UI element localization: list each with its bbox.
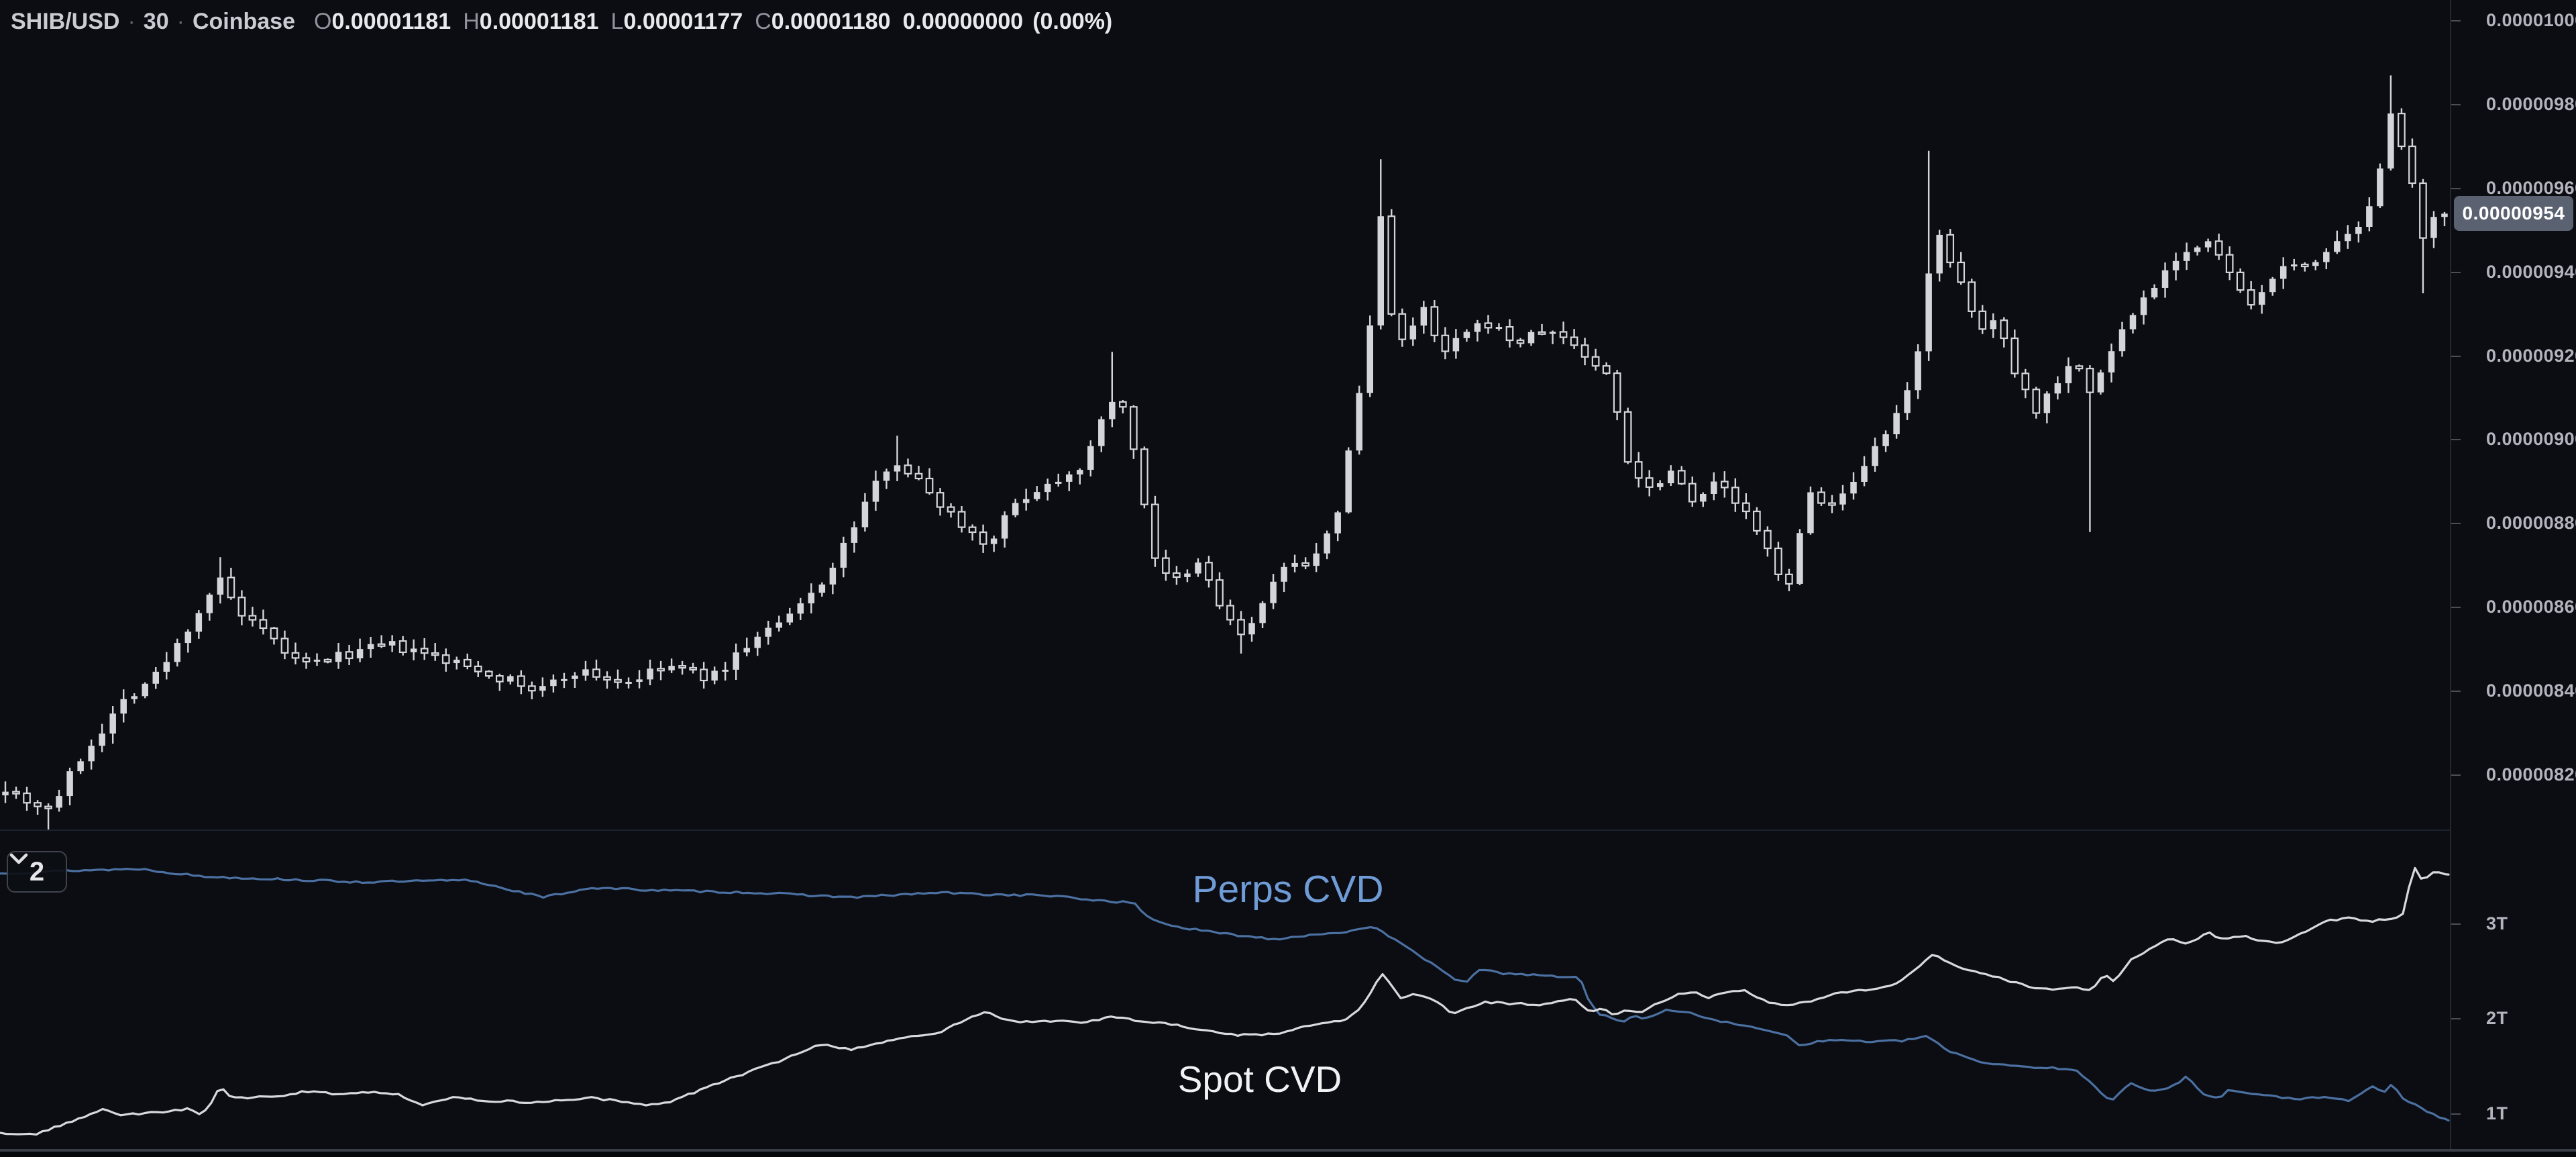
separator-dot: · [127, 8, 136, 34]
cvd-lines-chart[interactable] [0, 831, 2450, 1149]
cvd-axis-tick [2451, 1113, 2461, 1115]
price-axis-tick [2451, 523, 2461, 525]
cvd-axis-label: 1T [2486, 1103, 2508, 1123]
indicator-count: 2 [29, 856, 45, 887]
cvd-axis-tick [2451, 1018, 2461, 1020]
perps-cvd-label: Perps CVD [1192, 868, 1384, 911]
change-value: 0.00000000 [902, 8, 1024, 34]
separator-dot: · [176, 8, 184, 34]
pane-separator[interactable] [0, 829, 2576, 831]
candlestick-chart[interactable] [0, 0, 2450, 829]
price-axis-label: 0.00000860 [2486, 597, 2576, 617]
price-axis-label: 0.00000940 [2486, 261, 2576, 282]
cvd-axis-label: 2T [2486, 1008, 2508, 1029]
price-axis-tick [2451, 691, 2461, 692]
spot-cvd-label: Spot CVD [1177, 1058, 1342, 1100]
last-price-tag: 0.00000954 [2454, 196, 2573, 232]
open-key: O [314, 8, 332, 34]
price-axis-tick [2451, 104, 2461, 106]
ohlc-readout: O0.00001181 H0.00001181 L0.00001177 C0.0… [314, 9, 1122, 35]
price-pane[interactable] [0, 0, 2450, 829]
price-axis-label: 0.00000920 [2486, 345, 2576, 366]
last-price-label: 0.00000954 [2462, 203, 2565, 224]
cvd-axis-label: 3T [2486, 913, 2508, 934]
price-axis[interactable]: 0.00000954 0.00001000 0.00000980 0.0000096… [2450, 0, 2576, 1149]
bottom-strip [0, 1152, 2576, 1157]
price-axis-tick [2451, 774, 2461, 776]
cvd-axis-tick [2451, 923, 2461, 925]
price-axis-label: 0.00000960 [2486, 177, 2576, 198]
high-value: 0.00001181 [479, 8, 599, 34]
change-percent: (0.00%) [1032, 8, 1113, 34]
exchange-label[interactable]: Coinbase [192, 8, 295, 34]
price-axis-label: 0.00000820 [2486, 764, 2576, 785]
price-axis-tick [2451, 439, 2461, 441]
low-value: 0.00001177 [623, 8, 743, 34]
symbol-name[interactable]: SHIB/USD [11, 8, 120, 34]
close-key: C [755, 8, 771, 34]
price-axis-tick [2451, 187, 2461, 189]
high-key: H [463, 8, 480, 34]
low-key: L [610, 8, 624, 34]
price-axis-tick [2451, 20, 2461, 22]
price-axis-label: 0.00000900 [2486, 429, 2576, 450]
bottom-separator [0, 1149, 2576, 1152]
indicator-collapse-button[interactable]: 2 [7, 851, 67, 893]
price-axis-tick [2451, 271, 2461, 273]
symbol-header: SHIB/USD · 30 · Coinbase O0.00001181 H0.… [11, 5, 1122, 38]
price-axis-label: 0.00000880 [2486, 513, 2576, 534]
chevron-down-icon [9, 853, 28, 864]
price-axis-label: 0.00001000 [2486, 10, 2576, 31]
cvd-pane[interactable]: 2 Perps CVD Spot CVD [0, 831, 2450, 1149]
open-value: 0.00001181 [331, 8, 451, 34]
price-axis-label: 0.00000980 [2486, 94, 2576, 115]
price-axis-tick [2451, 355, 2461, 357]
price-axis-label: 0.00000840 [2486, 681, 2576, 701]
price-axis-tick [2451, 607, 2461, 609]
interval-label[interactable]: 30 [143, 8, 169, 34]
close-value: 0.00001180 [771, 8, 891, 34]
